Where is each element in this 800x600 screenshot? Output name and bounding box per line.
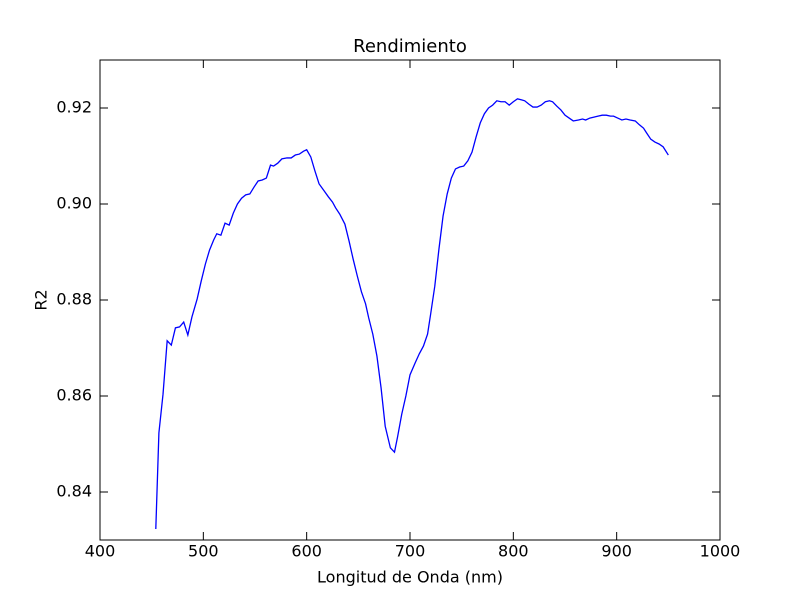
x-axis-label: Longitud de Onda (nm) (317, 568, 503, 587)
x-tick-label: 900 (601, 542, 632, 561)
chart-title: Rendimiento (353, 36, 467, 57)
x-tick-label: 1000 (700, 542, 741, 561)
y-tick-label: 0.84 (56, 482, 92, 501)
data-line (155, 98, 669, 529)
x-tick-label: 500 (188, 542, 219, 561)
x-tick-label: 800 (498, 542, 529, 561)
y-tick-label: 0.90 (56, 194, 92, 213)
y-tick-label: 0.92 (56, 98, 92, 117)
plot-frame (99, 59, 721, 541)
x-tick-label: 700 (395, 542, 426, 561)
y-tick-label: 0.88 (56, 290, 92, 309)
x-tick-label: 400 (85, 542, 116, 561)
y-tick-label: 0.86 (56, 386, 92, 405)
y-axis-label: R2 (32, 289, 51, 310)
x-tick-label: 600 (291, 542, 322, 561)
